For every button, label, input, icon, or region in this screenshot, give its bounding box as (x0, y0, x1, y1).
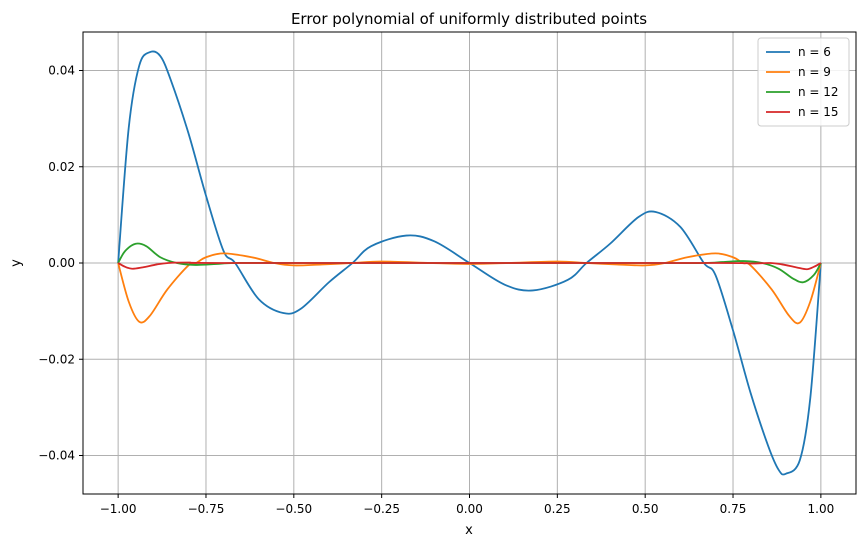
y-tick-label: −0.02 (38, 352, 75, 366)
x-tick-label: −0.75 (188, 502, 225, 516)
legend-label-n-9: n = 9 (798, 65, 831, 79)
x-tick-label: 0.25 (544, 502, 571, 516)
x-tick-label: 0.75 (720, 502, 747, 516)
legend-label-n-6: n = 6 (798, 45, 831, 59)
x-tick-label: 0.00 (456, 502, 483, 516)
y-tick-label: 0.00 (48, 256, 75, 270)
x-tick-label: 0.50 (632, 502, 659, 516)
x-tick-label: 1.00 (808, 502, 835, 516)
y-tick-label: −0.04 (38, 449, 75, 463)
chart-title: Error polynomial of uniformly distribute… (291, 10, 647, 28)
x-tick-label: −1.00 (100, 502, 137, 516)
x-axis-label: x (465, 523, 473, 538)
y-tick-label: 0.02 (48, 160, 75, 174)
x-tick-label: −0.25 (363, 502, 400, 516)
series-line-n-15 (117, 261, 822, 271)
legend-box (757, 37, 850, 127)
legend-label-n-15: n = 15 (798, 105, 839, 119)
y-axis-label: y (9, 259, 24, 267)
y-tick-label: 0.04 (48, 64, 75, 78)
x-tick-label: −0.50 (275, 502, 312, 516)
legend-label-n-12: n = 12 (798, 85, 839, 99)
